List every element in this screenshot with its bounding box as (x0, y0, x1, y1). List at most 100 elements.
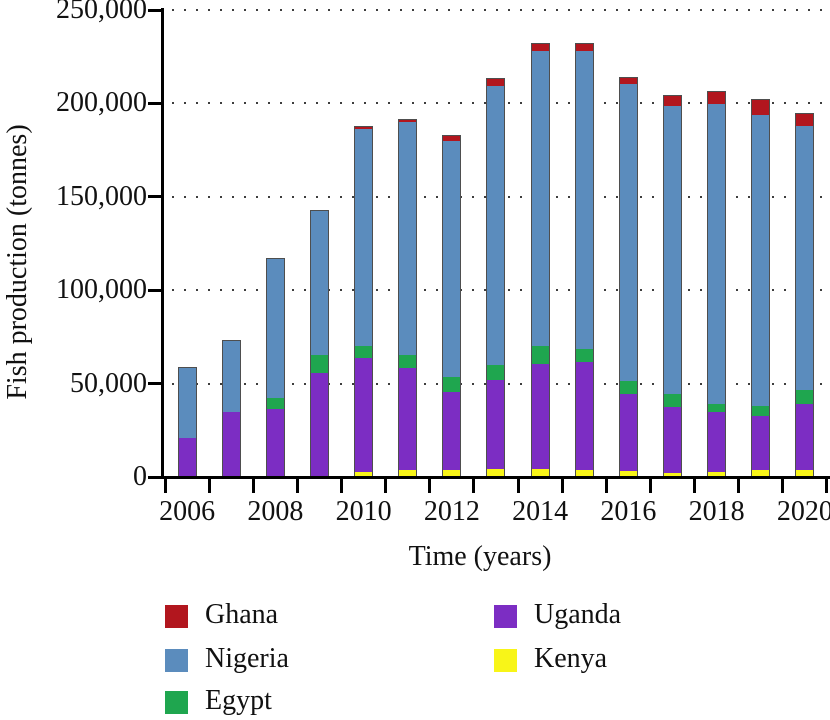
bar-segment-2016-egypt (619, 380, 637, 394)
bar-segment-2016-ghana (619, 78, 637, 85)
bar-segment-2013-ghana (487, 79, 505, 86)
bar-segment-2014-kenya (531, 468, 549, 477)
y-tick-label: 50,000 (70, 367, 147, 399)
bar-segment-2020-uganda (796, 403, 814, 471)
legend: Ghana Nigeria Egypt Uganda Kenya (0, 595, 830, 720)
bar-2013 (486, 78, 506, 477)
y-tick-label: 100,000 (56, 274, 147, 306)
legend-swatch-kenya (494, 649, 517, 672)
bar-segment-2013-egypt (487, 364, 505, 380)
x-tick (693, 479, 697, 493)
bar-segment-2020-kenya (796, 470, 814, 477)
y-tick-250,000 (148, 8, 163, 12)
y-tick-150,000 (148, 195, 163, 199)
gridline-250,000 (172, 9, 828, 11)
bar-segment-2015-kenya (575, 470, 593, 477)
x-tick (251, 479, 255, 493)
x-tick-label-2010: 2010 (335, 496, 392, 527)
bar-2017 (662, 94, 682, 477)
bar-segment-2011-nigeria (399, 122, 417, 356)
x-tick-label-2008: 2008 (247, 496, 304, 527)
bar-segment-2015-uganda (575, 361, 593, 471)
bar-segment-2014-nigeria (531, 50, 549, 346)
bar-segment-2010-uganda (355, 357, 373, 472)
x-tick-label-2006: 2006 (159, 496, 216, 527)
bar-2008 (265, 258, 285, 477)
legend-label-egypt: Egypt (205, 685, 272, 716)
bar-segment-2016-uganda (619, 393, 637, 472)
bar-segment-2018-nigeria (708, 103, 726, 404)
bar-segment-2018-ghana (708, 92, 726, 104)
x-tick (560, 479, 564, 493)
bar-2010 (354, 125, 374, 477)
bar-segment-2007-uganda (222, 411, 240, 477)
y-tick-label: 0 (133, 461, 147, 492)
bar-segment-2007-nigeria (222, 341, 240, 412)
x-tick-label-2016: 2016 (600, 496, 657, 527)
bar-segment-2017-kenya (663, 473, 681, 477)
bar-segment-2012-egypt (443, 377, 461, 393)
x-tick (648, 479, 652, 493)
bar-segment-2017-ghana (663, 95, 681, 107)
x-tick (207, 479, 211, 493)
bar-segment-2013-nigeria (487, 85, 505, 365)
x-tick (384, 479, 388, 493)
x-tick-label-2012: 2012 (423, 496, 480, 527)
bar-2019 (751, 98, 771, 477)
bar-segment-2014-ghana (531, 43, 549, 51)
x-tick (737, 479, 741, 493)
bar-2020 (795, 113, 815, 477)
x-tick (428, 479, 432, 493)
bar-segment-2015-ghana (575, 44, 593, 51)
x-tick (295, 479, 299, 493)
x-tick (604, 479, 608, 493)
bar-segment-2008-uganda (266, 409, 284, 477)
bar-segment-2010-nigeria (355, 128, 373, 347)
bar-segment-2011-uganda (399, 367, 417, 471)
bar-segment-2017-nigeria (663, 106, 681, 394)
bar-segment-2020-nigeria (796, 126, 814, 390)
legend-swatch-egypt (165, 691, 188, 714)
legend-label-ghana: Ghana (205, 599, 279, 630)
bar-segment-2013-uganda (487, 379, 505, 469)
bar-segment-2019-uganda (752, 416, 770, 471)
bar-segment-2012-uganda (443, 392, 461, 470)
bar-segment-2009-uganda (310, 373, 328, 477)
legend-label-uganda: Uganda (534, 599, 622, 630)
legend-swatch-uganda (494, 605, 517, 628)
legend-label-nigeria: Nigeria (205, 643, 289, 674)
bar-segment-2009-nigeria (310, 211, 328, 356)
bar-segment-2015-egypt (575, 349, 593, 362)
bar-2009 (309, 210, 329, 477)
bar-segment-2017-egypt (663, 393, 681, 407)
legend-swatch-ghana (165, 605, 188, 628)
y-tick-label: 200,000 (56, 87, 147, 119)
y-tick-100,000 (148, 288, 163, 292)
x-tick-label-2020: 2020 (776, 496, 830, 527)
bar-segment-2009-egypt (310, 355, 328, 374)
x-tick (516, 479, 520, 493)
bar-2015 (574, 43, 594, 477)
bar-segment-2019-nigeria (752, 114, 770, 407)
bar-segment-2006-uganda (178, 438, 196, 477)
bar-segment-2013-kenya (487, 468, 505, 477)
bar-segment-2019-ghana (752, 99, 770, 115)
y-axis-line (161, 8, 164, 479)
bar-segment-2012-nigeria (443, 140, 461, 378)
bar-segment-2020-egypt (796, 389, 814, 404)
x-tick (472, 479, 476, 493)
bar-2011 (398, 119, 418, 477)
y-tick-50,000 (148, 382, 163, 386)
x-axis-title: Time (years) (408, 541, 552, 572)
bar-segment-2008-nigeria (266, 259, 284, 398)
bar-segment-2014-uganda (531, 364, 549, 469)
bar-segment-2011-ghana (399, 120, 417, 123)
bar-segment-2019-egypt (752, 406, 770, 417)
y-tick-label: 250,000 (56, 0, 147, 25)
bar-2012 (442, 134, 462, 477)
bar-segment-2018-kenya (708, 471, 726, 477)
bar-segment-2010-ghana (355, 126, 373, 129)
bar-segment-2012-kenya (443, 469, 461, 477)
x-tick (163, 479, 167, 493)
x-tick (340, 479, 344, 493)
